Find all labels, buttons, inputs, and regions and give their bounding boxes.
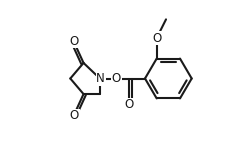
Text: O: O	[125, 98, 134, 111]
Text: O: O	[153, 32, 162, 45]
Text: O: O	[70, 109, 79, 122]
Text: N: N	[96, 72, 105, 85]
Text: O: O	[112, 72, 121, 85]
Text: O: O	[70, 35, 79, 48]
